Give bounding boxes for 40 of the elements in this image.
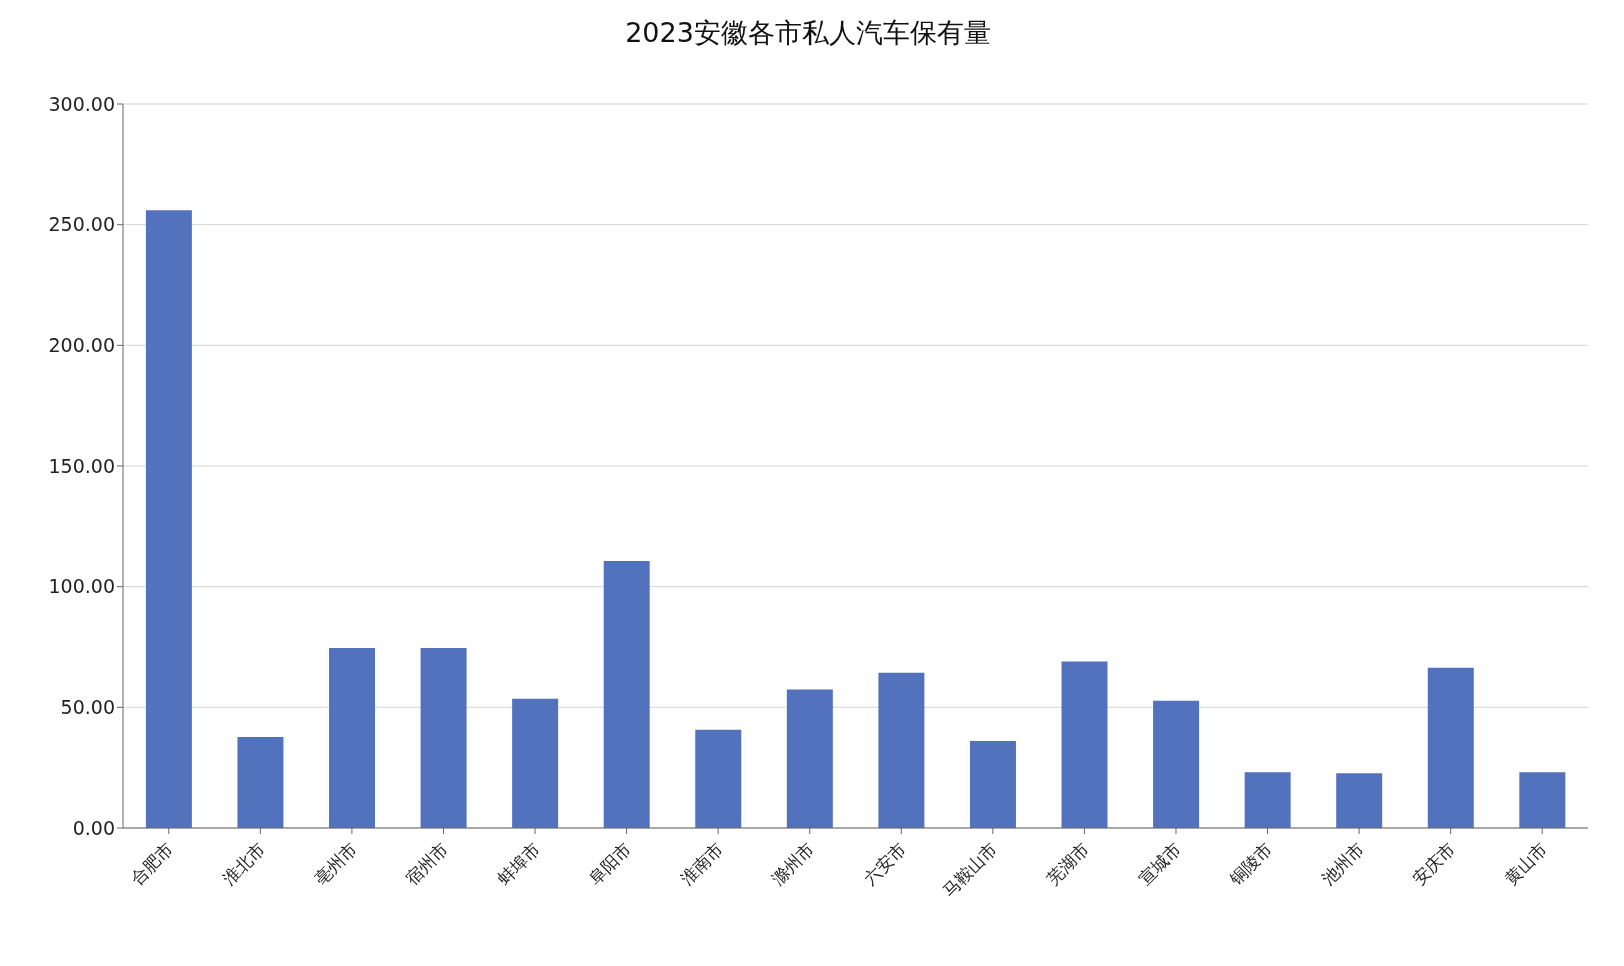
x-tick-label: 宿州市 [401, 838, 452, 889]
x-tick-label: 马鞍山市 [939, 838, 1002, 901]
y-tick-label: 200.00 [48, 334, 115, 357]
x-tick-label: 黄山市 [1500, 838, 1551, 889]
bar [237, 737, 284, 828]
x-tick-label: 亳州市 [310, 838, 361, 889]
bar [1427, 667, 1474, 828]
y-tick-label: 100.00 [48, 575, 115, 598]
x-tick-label: 阜阳市 [584, 838, 636, 889]
bar [512, 698, 559, 828]
y-tick-label: 250.00 [48, 213, 115, 236]
bar [695, 729, 742, 828]
y-tick-label: 0.00 [72, 816, 115, 839]
y-tick-label: 50.00 [60, 696, 115, 719]
bar [969, 741, 1016, 828]
x-tick-label: 池州市 [1317, 838, 1368, 889]
x-tick-label: 合肥市 [127, 838, 178, 889]
x-tick-label: 淮北市 [218, 838, 269, 889]
bar [1153, 700, 1200, 828]
y-tick-label: 300.00 [48, 92, 115, 115]
chart-title: 2023安徽各市私人汽车保有量 [624, 16, 992, 50]
y-tick-label: 150.00 [48, 454, 115, 477]
x-tick-label: 蚌埠市 [493, 838, 544, 889]
x-tick-label: 芜湖市 [1042, 838, 1093, 889]
x-tick-label: 安庆市 [1408, 838, 1460, 889]
bar [786, 689, 833, 828]
x-tick-label: 铜陵市 [1225, 838, 1277, 890]
bar [1244, 772, 1291, 828]
bar [145, 210, 192, 828]
bar [878, 672, 925, 828]
x-tick-label: 淮南市 [676, 838, 727, 889]
x-tick-label: 滁州市 [768, 838, 819, 889]
bar [603, 561, 650, 828]
x-tick-label: 六安市 [859, 838, 910, 889]
bar [1519, 772, 1566, 828]
bar [1061, 661, 1108, 828]
bar [420, 647, 467, 828]
bar [329, 647, 376, 828]
x-tick-label: 宣城市 [1134, 838, 1185, 889]
bar [1336, 773, 1383, 828]
